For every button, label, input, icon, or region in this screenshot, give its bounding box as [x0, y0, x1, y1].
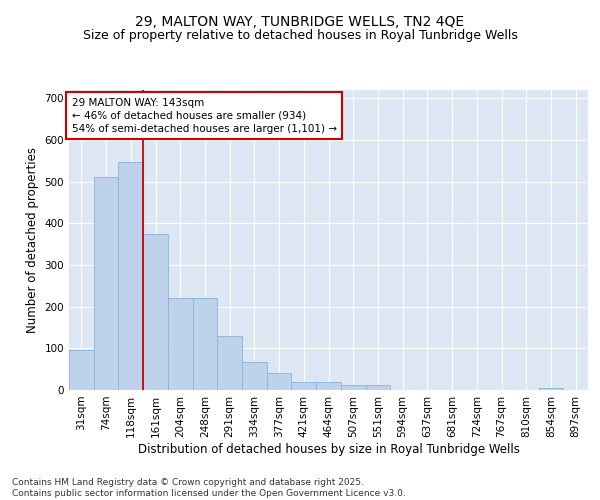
X-axis label: Distribution of detached houses by size in Royal Tunbridge Wells: Distribution of detached houses by size … — [137, 442, 520, 456]
Bar — [118, 162, 143, 390]
Text: 29 MALTON WAY: 143sqm
← 46% of detached houses are smaller (934)
54% of semi-det: 29 MALTON WAY: 143sqm ← 46% of detached … — [71, 98, 337, 134]
Bar — [539, 388, 563, 390]
Bar — [341, 385, 365, 390]
Bar — [242, 362, 267, 390]
Bar — [365, 385, 390, 390]
Text: 29, MALTON WAY, TUNBRIDGE WELLS, TN2 4QE: 29, MALTON WAY, TUNBRIDGE WELLS, TN2 4QE — [136, 16, 464, 30]
Bar — [69, 350, 94, 390]
Bar — [94, 176, 118, 390]
Bar — [292, 382, 316, 390]
Text: Contains HM Land Registry data © Crown copyright and database right 2025.
Contai: Contains HM Land Registry data © Crown c… — [12, 478, 406, 498]
Y-axis label: Number of detached properties: Number of detached properties — [26, 147, 39, 333]
Text: Size of property relative to detached houses in Royal Tunbridge Wells: Size of property relative to detached ho… — [83, 28, 517, 42]
Bar — [316, 382, 341, 390]
Bar — [168, 298, 193, 390]
Bar — [217, 336, 242, 390]
Bar — [267, 374, 292, 390]
Bar — [143, 234, 168, 390]
Bar — [193, 298, 217, 390]
